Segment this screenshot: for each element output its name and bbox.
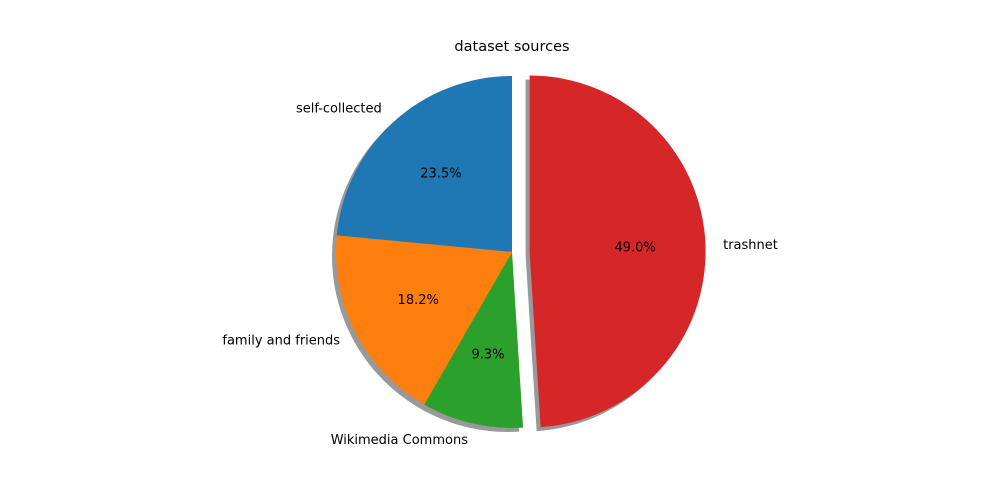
slice-percent-wikimedia-commons: 9.3% xyxy=(471,347,504,362)
slice-percent-family-and-friends: 18.2% xyxy=(398,293,439,308)
slice-label-wikimedia-commons: Wikimedia Commons xyxy=(331,433,468,448)
slice-wikimedia-commons xyxy=(424,252,524,428)
slice-trashnet xyxy=(529,75,706,428)
chart-title: dataset sources xyxy=(454,39,569,55)
slice-label-self-collected: self-collected xyxy=(296,101,382,116)
slice-labels: self-collected 23.5% family and friends 18.… xyxy=(222,101,777,448)
slice-family-and-friends xyxy=(336,235,512,405)
slice-percent-self-collected: 23.5% xyxy=(420,166,461,181)
slice-self-collected xyxy=(336,76,512,252)
slice-percent-trashnet: 49.0% xyxy=(614,241,655,256)
pie-slices xyxy=(336,75,706,428)
slice-label-trashnet: trashnet xyxy=(723,238,778,253)
slice-label-family-and-friends: family and friends xyxy=(222,333,340,348)
